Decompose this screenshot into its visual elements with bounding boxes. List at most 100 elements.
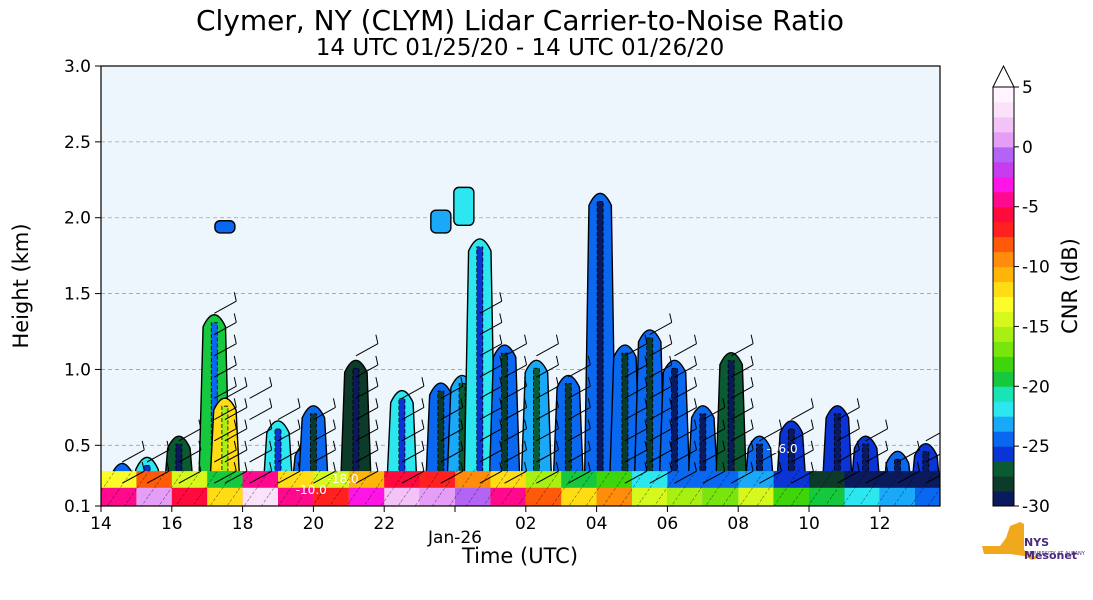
wind-barb-flag xyxy=(644,334,648,344)
wind-barb xyxy=(702,428,726,442)
wind-barb xyxy=(649,385,672,399)
wind-barb-flag xyxy=(555,462,559,472)
wind-barb-flag xyxy=(750,355,754,366)
wind-barb-flag xyxy=(669,313,673,323)
wind-barb-flag xyxy=(297,419,301,429)
wind-barb xyxy=(440,470,464,484)
wind-barb xyxy=(479,449,503,463)
colorbar-segment xyxy=(993,266,1014,283)
colorbar-segment xyxy=(993,191,1014,208)
wind-barb-flag xyxy=(375,355,379,366)
wind-barb-flag xyxy=(244,462,248,472)
colorbar-segment xyxy=(993,461,1014,477)
colorbar-segment xyxy=(993,296,1014,312)
wind-barb xyxy=(536,406,559,420)
wind-barb-flag xyxy=(644,419,648,429)
wind-barb-flag xyxy=(722,419,726,429)
wind-barb-flag xyxy=(244,419,248,429)
wind-barb-flag xyxy=(198,419,202,429)
wind-barb-flag xyxy=(644,440,648,451)
colorbar-segment xyxy=(993,326,1014,342)
wind-barb xyxy=(702,406,726,420)
colorbar-segment xyxy=(993,401,1014,417)
wind-barb xyxy=(925,432,940,442)
wind-barb-flag xyxy=(669,440,673,451)
colorbar-segment xyxy=(993,146,1014,163)
wind-barb-flag xyxy=(644,462,648,472)
colorbar-segment xyxy=(993,476,1014,492)
colorbar-segment xyxy=(993,416,1014,432)
y-tick-label: 0.5 xyxy=(64,436,91,456)
wind-barb xyxy=(536,449,559,463)
wind-barb xyxy=(837,449,860,463)
wind-barb xyxy=(249,428,272,442)
wind-barb xyxy=(730,343,754,357)
colorbar-tick-label: -20 xyxy=(1022,377,1050,397)
wind-barb-flag xyxy=(885,462,889,472)
wind-barb xyxy=(759,428,782,442)
wind-barb xyxy=(277,406,301,420)
wind-barb xyxy=(214,385,237,399)
colorbar-segment xyxy=(993,446,1014,462)
y-tick-label: 3.0 xyxy=(64,57,91,77)
wind-barb-flag xyxy=(856,462,860,472)
wind-barb xyxy=(479,300,503,314)
wind-barb-flag xyxy=(669,377,673,387)
wind-barb-flag xyxy=(555,377,559,387)
wind-barb-flag xyxy=(750,334,754,344)
colorbar-segment xyxy=(993,116,1014,133)
wind-barb xyxy=(504,406,527,420)
x-tick-label: 02 xyxy=(515,514,537,534)
colorbar-extend-arrow xyxy=(992,64,1015,88)
wind-barb xyxy=(355,406,379,420)
wind-barb-flag xyxy=(555,355,559,366)
wind-barb-flag xyxy=(499,355,503,366)
wind-barb xyxy=(277,470,301,484)
colorbar-tick-label: -25 xyxy=(1022,437,1050,457)
wind-barb xyxy=(249,470,272,484)
wind-barb-flag xyxy=(917,440,921,451)
wind-barb xyxy=(504,428,527,442)
x-tick-label: 14 xyxy=(90,514,112,534)
wind-barb xyxy=(649,343,672,357)
wind-barb xyxy=(730,385,754,399)
echo-core xyxy=(646,337,654,506)
wind-barb xyxy=(178,428,202,442)
wind-barb-flag xyxy=(856,419,860,429)
wind-barb-flag xyxy=(750,419,754,429)
ny-state-shape-icon xyxy=(982,522,1038,560)
wind-barb xyxy=(649,428,672,442)
contour-label: -10.0 xyxy=(296,483,327,497)
y-tick-label: 1.5 xyxy=(64,285,91,305)
wind-barb xyxy=(568,449,591,463)
wind-barb-flag xyxy=(297,440,301,451)
chart-title: Clymer, NY (CLYM) Lidar Carrier-to-Noise… xyxy=(195,4,845,37)
wind-barb-flag xyxy=(499,398,503,408)
wind-barb-flag xyxy=(421,462,425,472)
colorbar-segment xyxy=(993,341,1014,357)
wind-barb xyxy=(649,364,672,378)
echo-core xyxy=(476,246,484,506)
wind-barb xyxy=(674,428,697,442)
wind-barb xyxy=(479,406,503,420)
wind-barb xyxy=(649,406,672,420)
x-tick-label: 22 xyxy=(373,514,395,534)
wind-barb xyxy=(791,470,814,484)
wind-barb-flag xyxy=(885,419,889,429)
wind-barb-flag xyxy=(524,462,528,472)
wind-barb xyxy=(224,470,248,484)
wind-barb-flag xyxy=(750,462,754,472)
wind-barb-flag xyxy=(244,398,248,408)
wind-barb xyxy=(355,364,379,378)
wind-barb-flag xyxy=(722,462,726,472)
contour-hatching xyxy=(101,469,940,506)
colorbar-segment xyxy=(993,311,1014,327)
wind-barb xyxy=(536,364,559,378)
colorbar-segment xyxy=(993,176,1014,193)
wind-barb xyxy=(355,343,379,357)
wind-barb xyxy=(504,343,527,357)
elevated-echo xyxy=(453,186,475,227)
wind-barb-flag xyxy=(694,398,697,408)
wind-barb-flag xyxy=(856,440,860,451)
wind-barb-flag xyxy=(375,377,379,387)
